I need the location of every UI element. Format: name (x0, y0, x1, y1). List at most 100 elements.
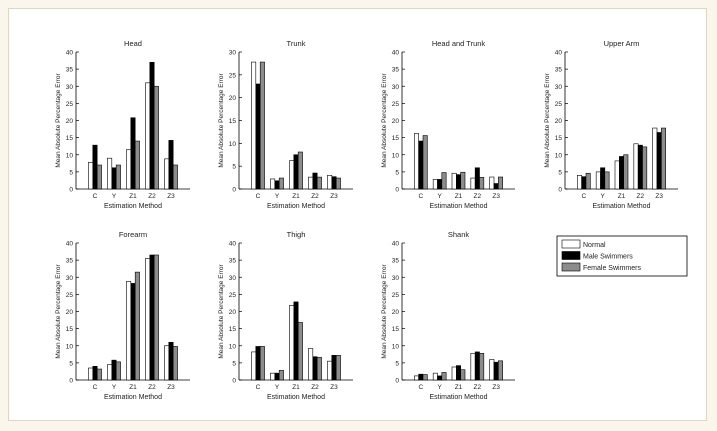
legend-label: Normal (583, 242, 606, 249)
bar-normal (308, 176, 314, 190)
bar-female-swimmers (441, 172, 447, 190)
panel-title: Upper Arm (604, 39, 640, 48)
x-tick-label: C (93, 193, 98, 200)
bar-normal (164, 158, 170, 190)
bar-male-swimmers (600, 167, 606, 190)
x-tick-label: Z3 (492, 193, 500, 200)
y-axis-label: Mean Absolute Percentage Error (218, 73, 225, 168)
y-tick-label: 40 (66, 241, 74, 248)
x-tick-label: Y (275, 384, 280, 391)
y-tick-label: 20 (392, 309, 400, 316)
y-axis-label: Mean Absolute Percentage Error (381, 73, 388, 168)
bar-female-swimmers (96, 368, 102, 381)
bar-female-swimmers (479, 177, 485, 190)
bar-normal (107, 364, 113, 381)
x-tick-label: Y (437, 384, 442, 391)
bar-normal (451, 172, 457, 190)
y-tick-label: 15 (229, 118, 237, 125)
y-tick-label: 30 (66, 84, 74, 91)
x-tick-label: Z3 (167, 384, 175, 391)
bar-female-swimmers (422, 135, 428, 190)
bar-normal (614, 160, 620, 190)
bar-female-swimmers (134, 140, 140, 190)
bar-normal (251, 61, 257, 190)
y-tick-label: 25 (229, 292, 237, 299)
y-tick-label: 15 (229, 326, 237, 333)
y-axis-label: Mean Absolute Percentage Error (55, 264, 62, 359)
bar-female-swimmers (297, 322, 303, 381)
bar-normal (451, 366, 457, 381)
x-tick-label: Z2 (311, 384, 319, 391)
y-tick-label: 10 (555, 152, 563, 159)
x-tick-label: Z2 (637, 193, 645, 200)
bar-normal (251, 351, 257, 381)
x-tick-label: Z3 (655, 193, 663, 200)
bar-male-swimmers (130, 283, 136, 381)
bar-female-swimmers (460, 369, 466, 381)
x-tick-label: Z2 (474, 193, 482, 200)
legend-swatch (561, 251, 581, 260)
bar-normal (270, 178, 276, 190)
bar-female-swimmers (460, 171, 466, 190)
bar-male-swimmers (255, 346, 261, 381)
bar-female-swimmers (479, 352, 485, 381)
bar-female-swimmers (316, 176, 322, 190)
legend-label: Male Swimmers (583, 254, 633, 261)
bar-female-swimmers (661, 127, 666, 190)
y-tick-label: 15 (66, 135, 74, 142)
y-tick-label: 15 (66, 326, 74, 333)
y-tick-label: 20 (66, 118, 74, 125)
x-tick-label: Z3 (330, 193, 338, 200)
bar-normal (164, 345, 170, 381)
x-tick-label: C (256, 193, 261, 200)
figure-frame: 0 5 10 15 20 25 30 35 40 C Y Z1 Z2 Z3 Head Estimation M… (8, 8, 707, 421)
x-tick-label: C (418, 384, 423, 391)
bar-male-swimmers (111, 167, 117, 190)
bar-normal (145, 82, 151, 190)
bar-female-swimmers (115, 164, 121, 190)
bar-female-swimmers (115, 361, 121, 381)
y-tick-label: 5 (69, 360, 73, 367)
bar-female-swimmers (498, 176, 503, 190)
bar-female-swimmers (441, 372, 447, 381)
bar-normal (432, 179, 438, 190)
x-tick-label: Y (112, 193, 117, 200)
y-tick-label: 25 (229, 72, 237, 79)
bar-female-swimmers (642, 146, 648, 190)
y-tick-label: 40 (66, 50, 74, 57)
y-axis-label: Mean Absolute Percentage Error (381, 264, 388, 359)
bar-male-swimmers (637, 144, 643, 190)
bar-male-swimmers (474, 167, 480, 190)
x-axis-label: Estimation Method (430, 203, 488, 210)
y-tick-label: 15 (392, 326, 400, 333)
bar-normal (489, 176, 495, 190)
bar-male-swimmers (255, 83, 261, 190)
bar-normal (470, 177, 476, 190)
x-axis-label: Estimation Method (104, 203, 162, 210)
bar-normal (432, 372, 438, 381)
y-tick-label: 5 (232, 360, 236, 367)
bar-male-swimmers (130, 117, 136, 190)
y-axis-label: Mean Absolute Percentage Error (55, 73, 62, 168)
bar-normal (414, 375, 419, 381)
y-tick-label: 35 (555, 67, 563, 74)
bar-normal (470, 352, 476, 381)
y-tick-label: 25 (555, 101, 563, 108)
y-tick-label: 40 (555, 50, 563, 57)
y-tick-label: 15 (392, 135, 400, 142)
x-tick-label: Z3 (330, 384, 338, 391)
bar-normal (327, 175, 333, 190)
x-tick-label: C (581, 193, 586, 200)
bar-normal (107, 157, 113, 190)
x-tick-label: C (256, 384, 261, 391)
bar-female-swimmers (604, 171, 610, 190)
y-tick-label: 20 (66, 309, 74, 316)
bar-female-swimmers (422, 374, 428, 381)
x-tick-label: Z2 (148, 384, 156, 391)
bar-normal (145, 258, 151, 381)
x-tick-label: Z1 (129, 384, 137, 391)
y-tick-label: 35 (229, 258, 237, 265)
y-tick-label: 5 (558, 169, 562, 176)
y-tick-label: 20 (229, 309, 237, 316)
y-tick-label: 0 (69, 187, 73, 194)
